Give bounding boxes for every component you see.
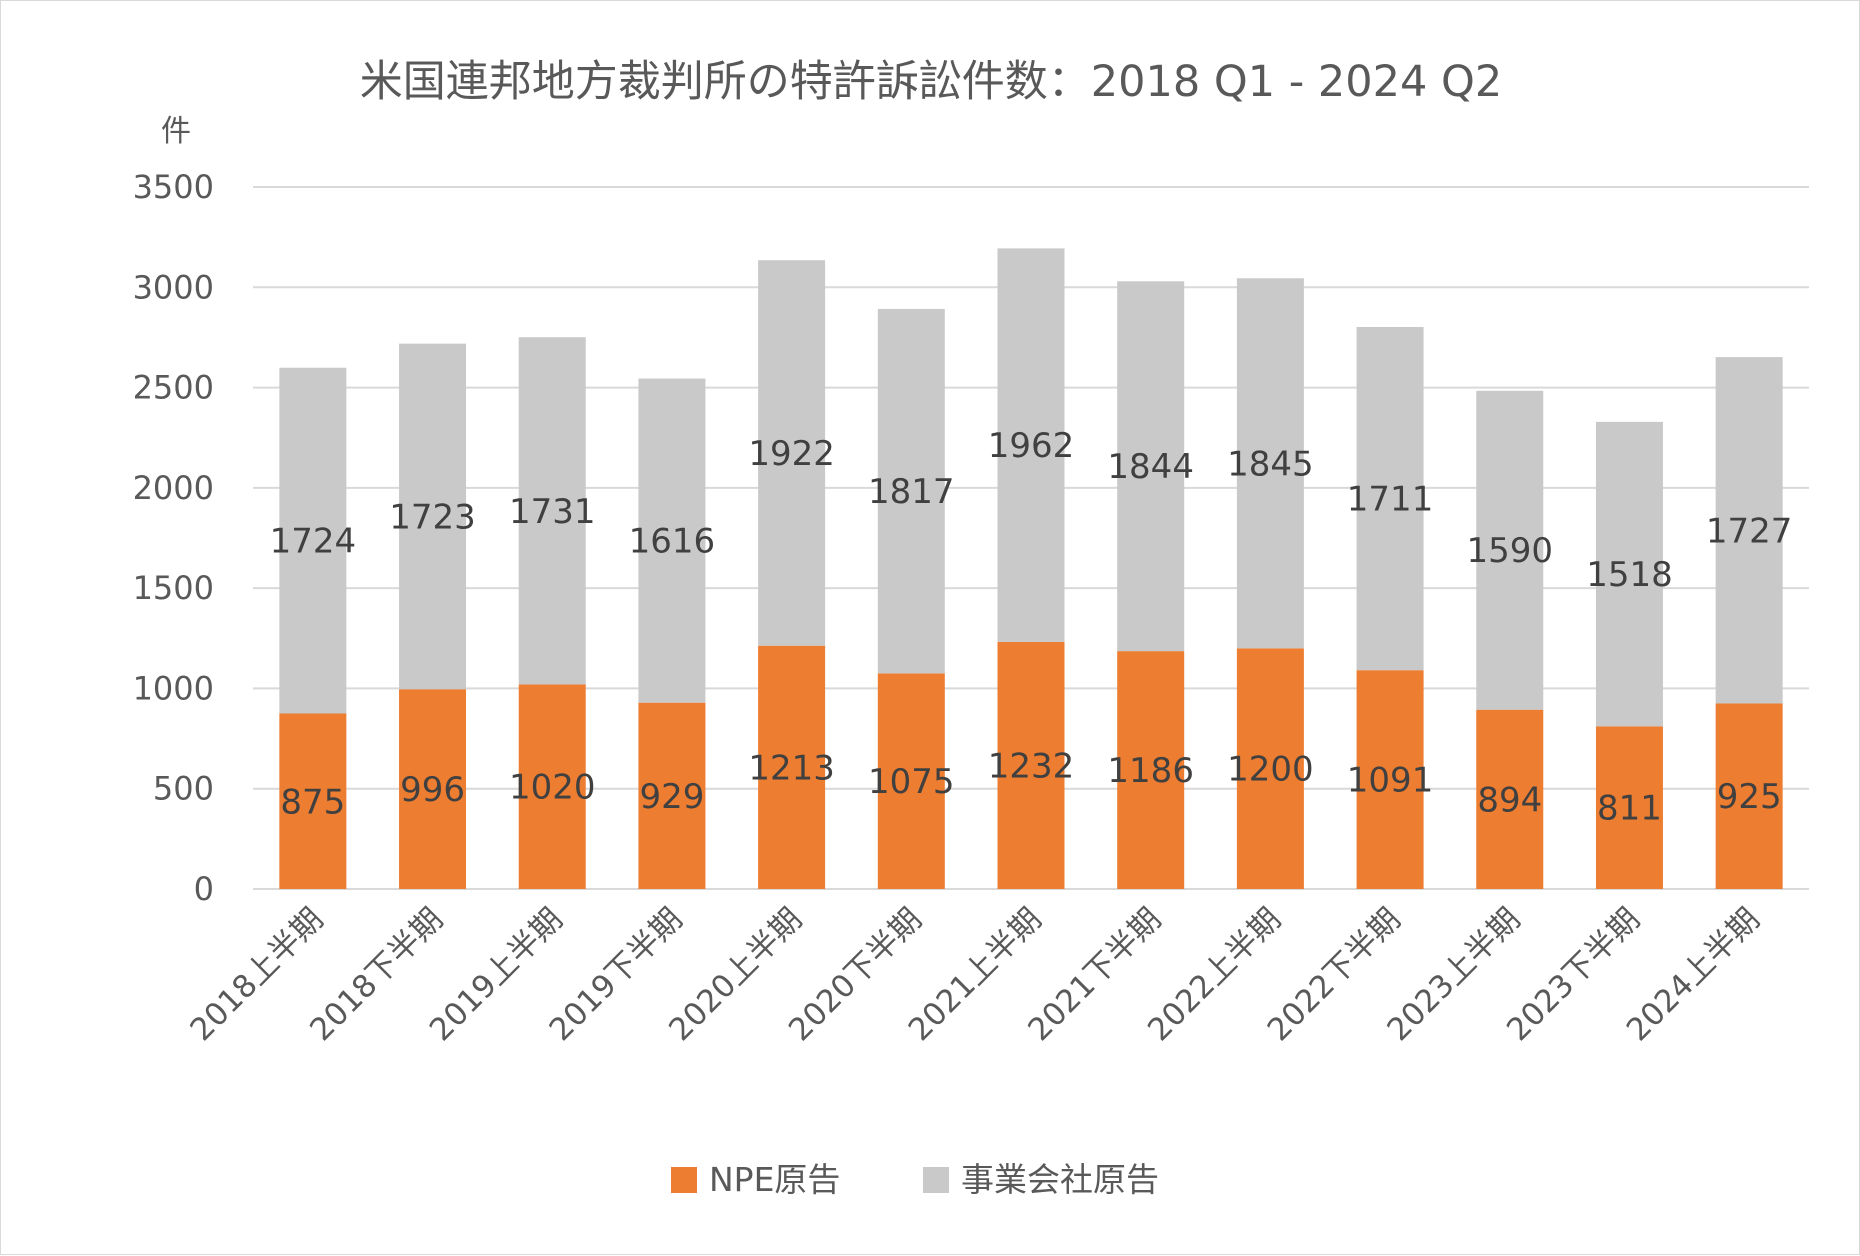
data-label-operating-company-plaintiff: 1590 bbox=[1467, 531, 1554, 571]
y-tick-label: 3000 bbox=[133, 268, 214, 306]
bar-npe-plaintiff bbox=[758, 645, 826, 889]
bar-operating-company-plaintiff bbox=[518, 337, 586, 685]
bar-npe-plaintiff bbox=[279, 713, 347, 889]
bar-operating-company-plaintiff bbox=[1595, 421, 1663, 727]
bar-npe-plaintiff bbox=[1715, 703, 1783, 889]
bars bbox=[279, 248, 1783, 889]
bar-operating-company-plaintiff bbox=[638, 378, 706, 703]
legend-operating-company-plaintiff-label: 事業会社原告 bbox=[961, 1160, 1159, 1199]
y-tick-label: 2000 bbox=[133, 469, 214, 507]
bar-operating-company-plaintiff bbox=[1356, 326, 1424, 671]
data-label-npe-plaintiff: 925 bbox=[1717, 777, 1782, 817]
data-label-operating-company-plaintiff: 1727 bbox=[1706, 511, 1793, 551]
data-label-npe-plaintiff: 1213 bbox=[748, 748, 835, 788]
data-label-npe-plaintiff: 1091 bbox=[1347, 761, 1434, 801]
data-label-operating-company-plaintiff: 1922 bbox=[748, 434, 835, 474]
data-label-npe-plaintiff: 1186 bbox=[1107, 751, 1194, 791]
bar-operating-company-plaintiff bbox=[877, 308, 945, 674]
data-label-operating-company-plaintiff: 1723 bbox=[389, 497, 476, 537]
data-label-operating-company-plaintiff: 1817 bbox=[868, 472, 955, 512]
bar-operating-company-plaintiff bbox=[279, 367, 347, 714]
bar-operating-company-plaintiff bbox=[399, 343, 467, 690]
legend-npe-plaintiff-swatch bbox=[671, 1167, 697, 1193]
bar-npe-plaintiff bbox=[997, 641, 1065, 889]
bar-operating-company-plaintiff bbox=[1476, 390, 1544, 710]
bar-operating-company-plaintiff bbox=[1236, 278, 1304, 649]
data-label-npe-plaintiff: 1020 bbox=[509, 768, 596, 808]
bar-npe-plaintiff bbox=[1236, 648, 1304, 889]
bar-npe-plaintiff bbox=[518, 684, 586, 889]
x-axis-tick-labels: 2018上半期2018下半期2019上半期2019下半期2020上半期2020下… bbox=[183, 901, 1766, 1048]
legend: NPE原告 事業会社原告 bbox=[671, 1160, 1159, 1199]
bar-operating-company-plaintiff bbox=[997, 248, 1065, 642]
data-label-npe-plaintiff: 996 bbox=[400, 770, 465, 810]
data-label-npe-plaintiff: 811 bbox=[1597, 789, 1662, 829]
bar-operating-company-plaintiff bbox=[758, 260, 826, 646]
y-tick-label: 500 bbox=[153, 770, 214, 808]
data-label-operating-company-plaintiff: 1616 bbox=[629, 522, 716, 562]
y-tick-label: 2500 bbox=[133, 369, 214, 407]
bar-operating-company-plaintiff bbox=[1715, 357, 1783, 704]
data-label-operating-company-plaintiff: 1962 bbox=[988, 426, 1075, 466]
data-label-npe-plaintiff: 894 bbox=[1477, 780, 1542, 820]
y-axis-tick-labels: 0 500 1000 1500 2000 2500 3000 3500 bbox=[133, 168, 214, 908]
y-tick-label: 3500 bbox=[133, 168, 214, 206]
data-labels: 875 1724 996 1723 1020 1731 929 1616 1213 1922 107… bbox=[270, 426, 1793, 829]
data-label-npe-plaintiff: 929 bbox=[639, 777, 704, 817]
y-tick-label: 0 bbox=[194, 870, 214, 908]
bar-npe-plaintiff bbox=[1476, 709, 1544, 889]
legend-npe-plaintiff-label: NPE原告 bbox=[709, 1160, 840, 1199]
data-label-npe-plaintiff: 1200 bbox=[1227, 750, 1314, 790]
y-tick-label: 1500 bbox=[133, 569, 214, 607]
bar-npe-plaintiff bbox=[399, 689, 467, 889]
y-tick-label: 1000 bbox=[133, 669, 214, 707]
data-label-operating-company-plaintiff: 1518 bbox=[1586, 555, 1673, 595]
bar-npe-plaintiff bbox=[1595, 726, 1663, 889]
bar-operating-company-plaintiff bbox=[1117, 281, 1185, 652]
data-label-operating-company-plaintiff: 1844 bbox=[1107, 447, 1194, 487]
bar-npe-plaintiff bbox=[1117, 651, 1185, 889]
data-label-operating-company-plaintiff: 1845 bbox=[1227, 444, 1314, 484]
data-label-npe-plaintiff: 1075 bbox=[868, 762, 955, 802]
bar-npe-plaintiff bbox=[877, 673, 945, 889]
chart-title: 米国連邦地方裁判所の特許訴訟件数：2018 Q1 - 2024 Q2 bbox=[360, 57, 1502, 107]
data-label-npe-plaintiff: 1232 bbox=[988, 746, 1075, 786]
bar-npe-plaintiff bbox=[1356, 670, 1424, 889]
y-axis-unit-label: 件 bbox=[161, 114, 191, 149]
legend-operating-company-plaintiff-swatch bbox=[923, 1167, 949, 1193]
data-label-operating-company-plaintiff: 1711 bbox=[1347, 480, 1434, 520]
data-label-npe-plaintiff: 875 bbox=[280, 782, 345, 822]
data-label-operating-company-plaintiff: 1724 bbox=[270, 522, 357, 562]
data-label-operating-company-plaintiff: 1731 bbox=[509, 492, 596, 532]
bar-npe-plaintiff bbox=[638, 702, 706, 889]
